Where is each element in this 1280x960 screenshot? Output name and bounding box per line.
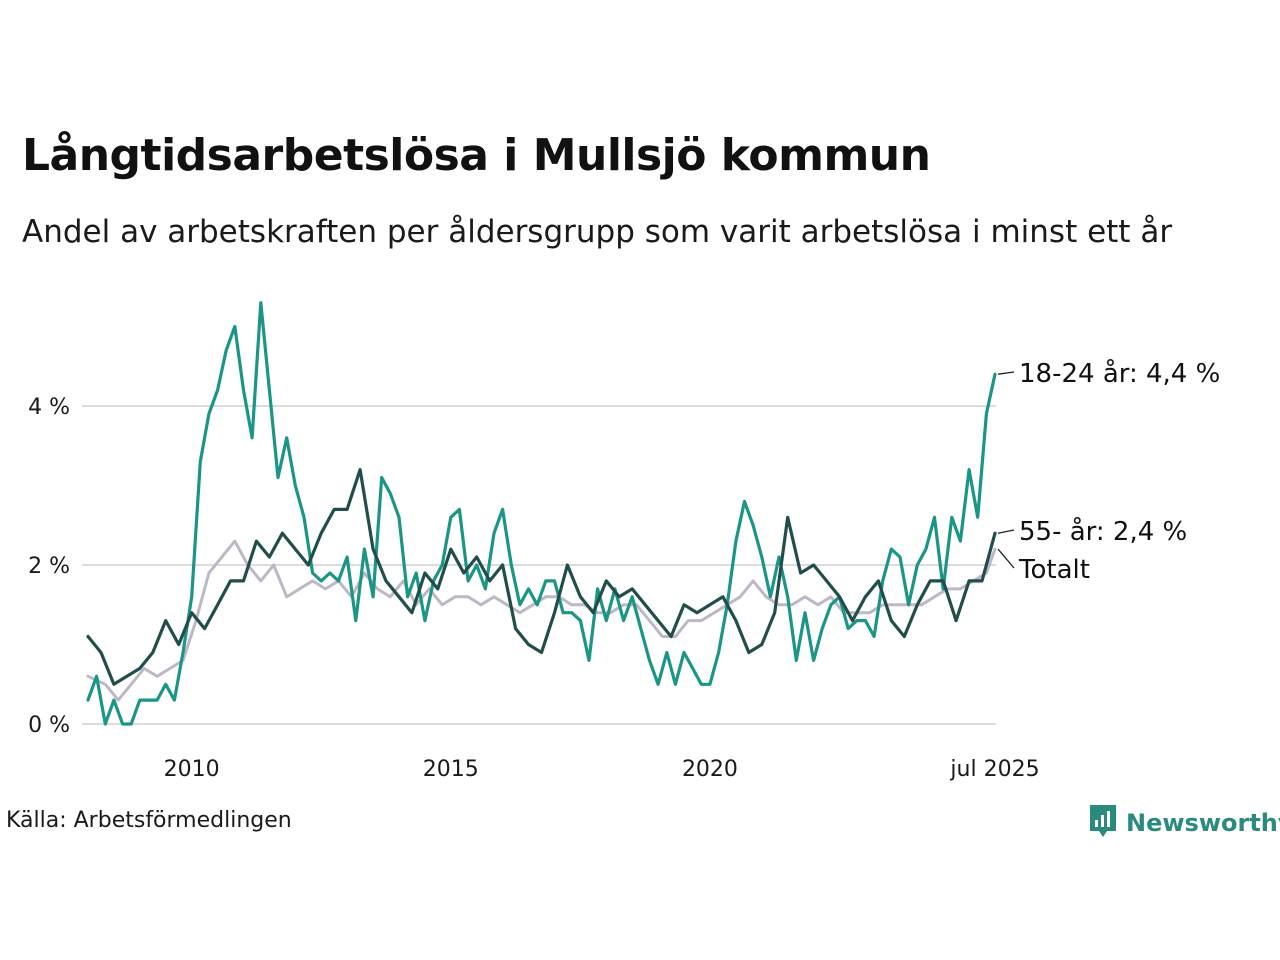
label-leader-line (997, 371, 1015, 375)
brand-logo[interactable]: Newsworthy (1088, 803, 1280, 843)
x-tick-label: 2015 (423, 757, 479, 782)
y-tick-label: 2 % (28, 554, 70, 579)
source-note: Källa: Arbetsförmedlingen (6, 808, 292, 833)
series-end-label: Totalt (1018, 555, 1090, 585)
label-leader-line (997, 529, 1015, 534)
end-labels: Totalt 18-24 år: 4,4 % 55- år: 2,4 % (997, 358, 1220, 585)
y-tick-label: 0 % (28, 713, 70, 738)
series-line-55-plus[interactable] (86, 468, 997, 686)
label-leader-line (997, 548, 1015, 569)
series-end-label: 18-24 år: 4,4 % (1019, 358, 1220, 389)
y-tick-label: 4 % (28, 395, 70, 420)
newsworthy-logo-icon (1088, 803, 1118, 843)
gridlines (82, 405, 996, 725)
chart-subtitle: Andel av arbetskraften per åldersgrupp s… (22, 214, 1173, 250)
x-tick-label: jul 2025 (949, 757, 1039, 782)
x-tick-label: 2020 (682, 757, 738, 782)
series-lines (86, 301, 997, 726)
series-line-18-24[interactable] (86, 301, 997, 726)
brand-name: Newsworthy (1126, 809, 1280, 837)
x-axis-ticks: 2010 2015 2020 jul 2025 (164, 757, 1040, 782)
series-end-label: 55- år: 2,4 % (1019, 516, 1187, 547)
chart-title: Långtidsarbetslösa i Mullsjö kommun (22, 130, 931, 181)
x-tick-label: 2010 (164, 757, 220, 782)
y-axis-ticks: 0 % 2 % 4 % (28, 395, 70, 738)
